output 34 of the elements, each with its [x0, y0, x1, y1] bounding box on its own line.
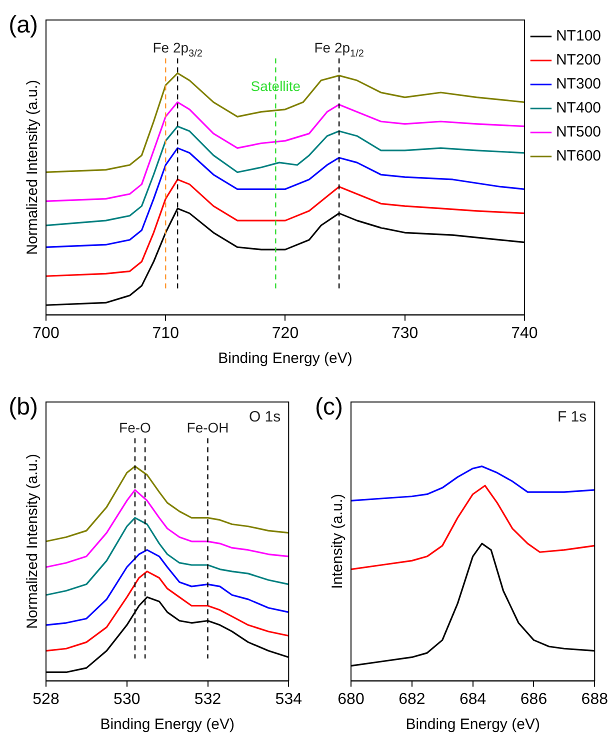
x-axis-title: Binding Energy (eV)	[406, 716, 540, 734]
y-axis-title: Normalized Intensity (a.u.)	[24, 454, 42, 629]
x-tick-label: 710	[152, 324, 180, 342]
ref-line-label: Fe-O	[119, 420, 152, 436]
x-tick-label: 720	[272, 324, 299, 342]
x-tick-label: 534	[275, 690, 302, 708]
x-axis-title: Binding Energy (eV)	[218, 350, 352, 368]
x-tick-label: 680	[338, 690, 364, 708]
chart-title: (a)	[8, 12, 38, 39]
y-axis-title: Intensity (a.u.)	[329, 494, 346, 589]
x-tick-label: 684	[459, 690, 486, 708]
text: O 1s	[248, 408, 281, 426]
chart-title: (c)	[315, 394, 343, 421]
x-tick-label: 532	[194, 690, 222, 708]
x-tick-label: 740	[511, 324, 538, 342]
legend-label: NT300	[556, 76, 602, 93]
legend-label: NT400	[556, 100, 602, 117]
ref-line-label: Fe-OH	[186, 420, 229, 436]
x-tick-label: 682	[398, 690, 426, 708]
x-tick-label: 528	[32, 690, 60, 708]
legend-label: NT600	[556, 148, 602, 165]
legend-label: NT500	[556, 124, 602, 141]
chart-title: (b)	[8, 394, 38, 421]
legend-label: NT200	[556, 52, 602, 69]
x-tick-label: 686	[520, 690, 548, 708]
x-tick-label: 730	[392, 324, 418, 342]
x-axis-title: Binding Energy (eV)	[100, 716, 234, 734]
y-axis-title: Normalized Intensity (a.u.)	[24, 80, 42, 255]
text: F 1s	[557, 408, 587, 426]
x-tick-label: 688	[581, 690, 608, 708]
x-tick-label: 530	[114, 690, 140, 708]
legend-label: NT100	[556, 28, 602, 45]
x-tick-label: 700	[32, 324, 60, 342]
ref-line-label: Satellite	[250, 78, 301, 94]
